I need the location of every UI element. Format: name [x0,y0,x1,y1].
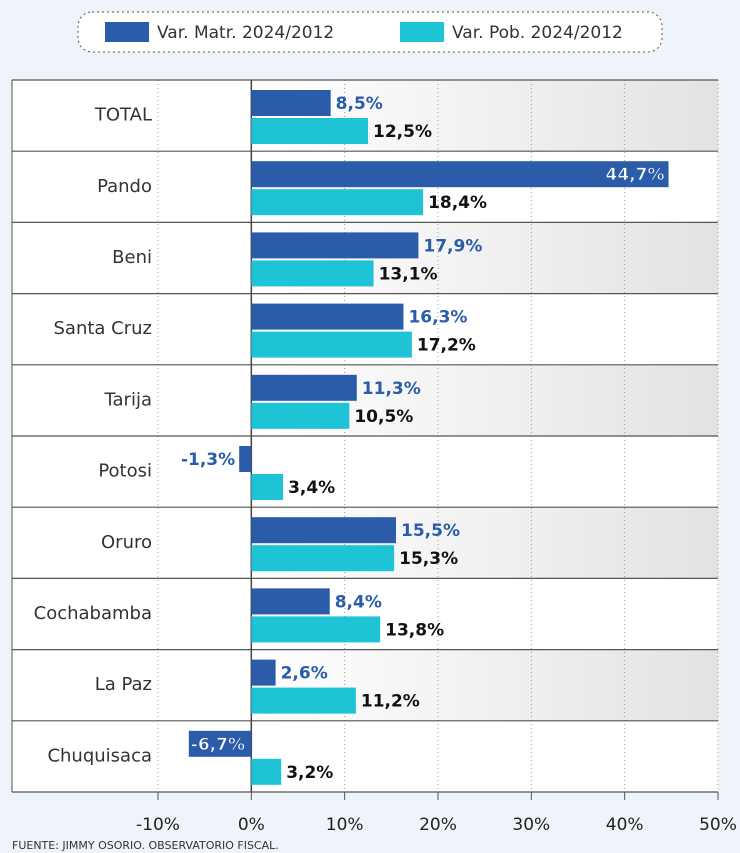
value-label: 15,3% [399,549,458,569]
category-label: Beni [112,247,152,268]
bar [251,374,357,401]
category-label: TOTAL [94,105,152,126]
bar [251,474,284,500]
bar [251,161,669,188]
row-bg [12,720,718,792]
bar [251,90,331,116]
category-label: La Paz [95,674,152,695]
value-label: -1,3% [181,450,235,470]
value-label: 17,2% [417,336,476,356]
value-label: 8,4% [335,592,382,612]
legend-label: Var. Matr. 2024/2012 [157,23,334,43]
value-label: -6,7% [191,735,245,755]
value-label: 12,5% [373,122,432,142]
bar [251,232,419,259]
bar [251,588,330,615]
legend-box [77,11,663,53]
legend-swatch [105,22,149,42]
value-label: 13,1% [379,264,438,284]
value-label: 3,2% [286,763,333,783]
category-label: Chuquisaca [47,745,152,766]
bar [239,446,252,472]
value-label: 3,4% [288,478,335,498]
value-label: 11,2% [361,692,420,712]
bar [251,758,282,785]
x-tick-label: 30% [512,815,550,835]
bar [251,687,356,714]
value-label: 16,3% [408,308,467,328]
bar [251,402,350,429]
legend-label: Var. Pob. 2024/2012 [452,23,623,43]
value-label: 11,3% [362,379,421,399]
row-bg [12,436,718,508]
category-label: Santa Cruz [54,318,153,339]
x-tick-label: 10% [326,815,364,835]
source: FUENTE: JIMMY OSORIO. OBSERVATORIO FISCA… [12,839,279,852]
category-label: Potosi [98,461,152,482]
bar [251,517,396,544]
category-label: Cochabamba [34,603,152,624]
value-label: 2,6% [281,664,328,684]
x-tick-label: 40% [606,815,644,835]
value-label: 18,4% [428,193,487,213]
x-tick-label: -10% [136,815,180,835]
bar [251,260,374,287]
x-tick-label: 0% [238,815,265,835]
value-label: 10,5% [354,407,413,427]
category-label: Oruro [101,532,152,553]
value-label: 8,5% [336,94,383,114]
value-label: 17,9% [423,236,482,256]
bar [251,659,276,686]
bar [188,730,252,757]
value-label: 44,7% [606,165,665,185]
x-tick-label: 50% [699,815,737,835]
bar [251,616,381,643]
legend-swatch [400,22,444,42]
bar [251,303,404,330]
value-label: 15,5% [401,521,460,541]
bar [251,118,368,144]
value-label: 13,8% [385,620,444,640]
category-label: Tarija [104,389,152,410]
category-label: Pando [97,176,152,197]
bar [251,331,412,358]
bar [251,545,395,572]
bar [251,189,424,216]
x-tick-label: 20% [419,815,457,835]
